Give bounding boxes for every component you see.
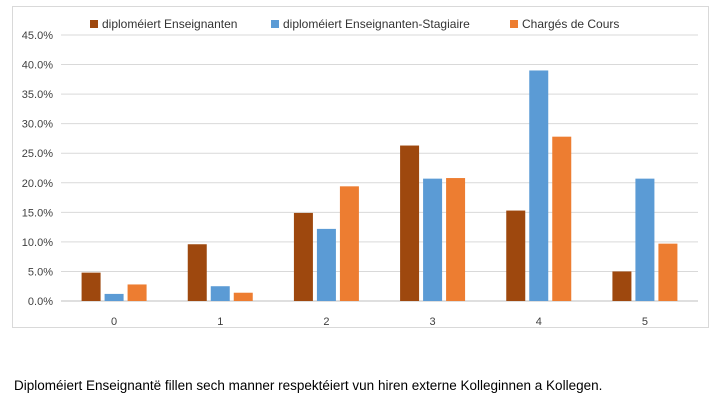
bar: [612, 271, 632, 301]
y-tick-label: 0.0%: [28, 296, 53, 308]
bar: [552, 136, 572, 301]
x-tick-label: 1: [217, 316, 223, 328]
y-tick-label: 20.0%: [22, 178, 53, 190]
bar: [400, 145, 420, 301]
bar: [104, 293, 124, 301]
y-tick-label: 35.0%: [22, 89, 53, 101]
bar: [339, 186, 359, 301]
bar: [293, 212, 313, 301]
legend-label: Chargés de Cours: [522, 17, 619, 31]
bar: [658, 243, 678, 301]
legend-label: diploméiert Enseignanten: [102, 17, 237, 31]
bar: [316, 228, 336, 301]
legend-swatch: [510, 20, 518, 28]
bar: [446, 178, 466, 301]
legend-swatch: [90, 20, 98, 28]
y-tick-label: 40.0%: [22, 60, 53, 72]
bar: [233, 292, 253, 301]
chart-caption: Diploméiert Enseignantë fillen sech mann…: [14, 378, 603, 393]
bar: [210, 286, 230, 301]
y-tick-label: 10.0%: [22, 237, 53, 249]
y-tick-label: 15.0%: [22, 207, 53, 219]
legend-label: diploméiert Enseignanten-Stagiaire: [283, 17, 470, 31]
x-tick-label: 4: [536, 316, 542, 328]
bar: [529, 70, 549, 301]
bar: [187, 244, 207, 301]
bar: [635, 178, 655, 301]
x-tick-label: 5: [642, 316, 648, 328]
y-tick-label: 25.0%: [22, 148, 53, 160]
bar: [127, 284, 147, 301]
x-tick-label: 3: [430, 316, 436, 328]
chart-frame: 0.0% 5.0% 10.0% 15.0% 20.0% 25.0% 30.0% 35.0% 40…: [12, 6, 709, 328]
y-tick-label: 5.0%: [28, 266, 53, 278]
bar: [81, 272, 101, 301]
legend-swatch: [271, 20, 279, 28]
x-tick-label: 0: [111, 316, 117, 328]
y-tick-label: 30.0%: [22, 119, 53, 131]
y-tick-label: 45.0%: [22, 30, 53, 42]
x-tick-label: 2: [323, 316, 329, 328]
bar: [423, 178, 443, 301]
bar-chart: 0.0%5.0%10.0%15.0%20.0%25.0%30.0%35.0%40…: [22, 17, 698, 328]
bar: [506, 210, 526, 301]
